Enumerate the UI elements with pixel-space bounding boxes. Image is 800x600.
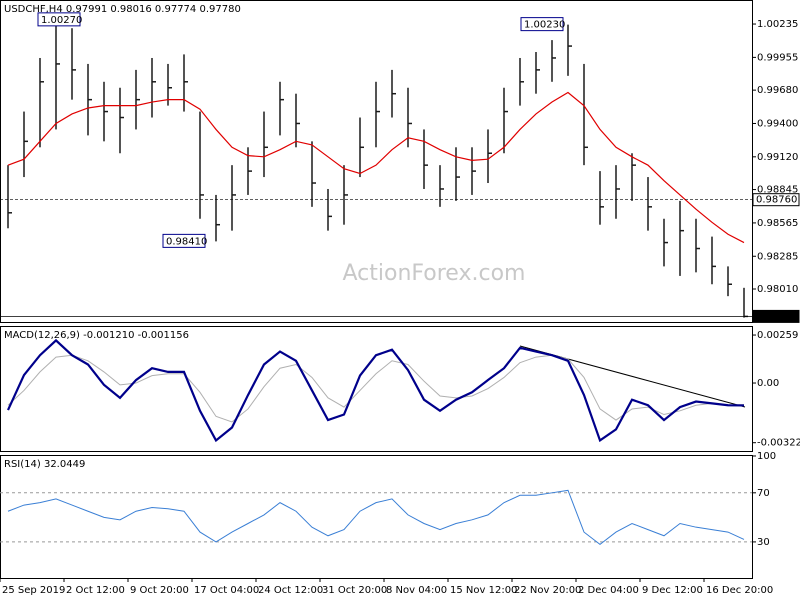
callout-box [520, 17, 564, 32]
y-tick-label: 30 [757, 537, 770, 548]
y-tick-label: 0.98845 [757, 185, 798, 196]
x-tick-label: 24 Oct 12:00 [258, 585, 323, 596]
x-tick-label: 2 Oct 12:00 [66, 585, 125, 596]
level-label: 0.98760 [756, 195, 797, 206]
x-tick-label: 9 Dec 12:00 [642, 585, 703, 596]
y-tick-label: 0.98285 [757, 251, 798, 262]
x-tick-label: 15 Nov 12:00 [450, 585, 517, 596]
series-line [6, 338, 745, 443]
rsi-title: RSI(14) 32.0449 [4, 459, 85, 470]
x-tick-label: 2 Dec 04:00 [578, 585, 639, 596]
callout-box [37, 12, 81, 27]
price-title: USDCHF,H4 0.97991 0.98016 0.97774 0.9778… [4, 4, 241, 15]
moving-average [7, 91, 745, 244]
y-tick-label: 0.99955 [757, 52, 798, 63]
callout-label: 0.98410 [166, 236, 207, 247]
x-tick-label: 8 Nov 04:00 [386, 585, 447, 596]
rsi-panel [0, 455, 753, 579]
level-label: 0.97780 [756, 311, 797, 322]
y-tick-label: 1.00235 [757, 19, 798, 30]
callout-label: 1.00270 [41, 15, 82, 26]
series-line [7, 489, 745, 545]
x-tick-label: 22 Nov 20:00 [514, 585, 581, 596]
level-box [752, 309, 800, 323]
price-panel [0, 0, 753, 323]
x-tick-label: 25 Sep 2019 [2, 585, 65, 596]
y-tick-label: 0.00259 [757, 330, 798, 341]
macd-panel [0, 326, 753, 452]
y-tick-label: 0.99120 [757, 152, 798, 163]
y-tick-label: 0.99400 [757, 118, 798, 129]
watermark: ActionForex.com [343, 261, 526, 286]
x-tick-label: 16 Dec 20:00 [706, 585, 773, 596]
y-tick-label: 0.98010 [757, 284, 798, 295]
callout-box [162, 233, 206, 248]
y-tick-label: 70 [757, 488, 770, 499]
level-box [752, 193, 800, 207]
series-line [7, 354, 745, 423]
y-tick-label: 0.98565 [757, 218, 798, 229]
x-tick-label: 9 Oct 20:00 [130, 585, 189, 596]
y-tick-label: 0.00 [757, 378, 779, 389]
callout-label: 1.00230 [524, 20, 565, 31]
macd-title: MACD(12,26,9) -0.001210 -0.001156 [4, 330, 189, 341]
x-tick-label: 31 Oct 20:00 [322, 585, 387, 596]
x-tick-label: 17 Oct 04:00 [194, 585, 259, 596]
y-tick-label: 100 [757, 451, 776, 462]
y-tick-label: 0.99680 [757, 85, 798, 96]
